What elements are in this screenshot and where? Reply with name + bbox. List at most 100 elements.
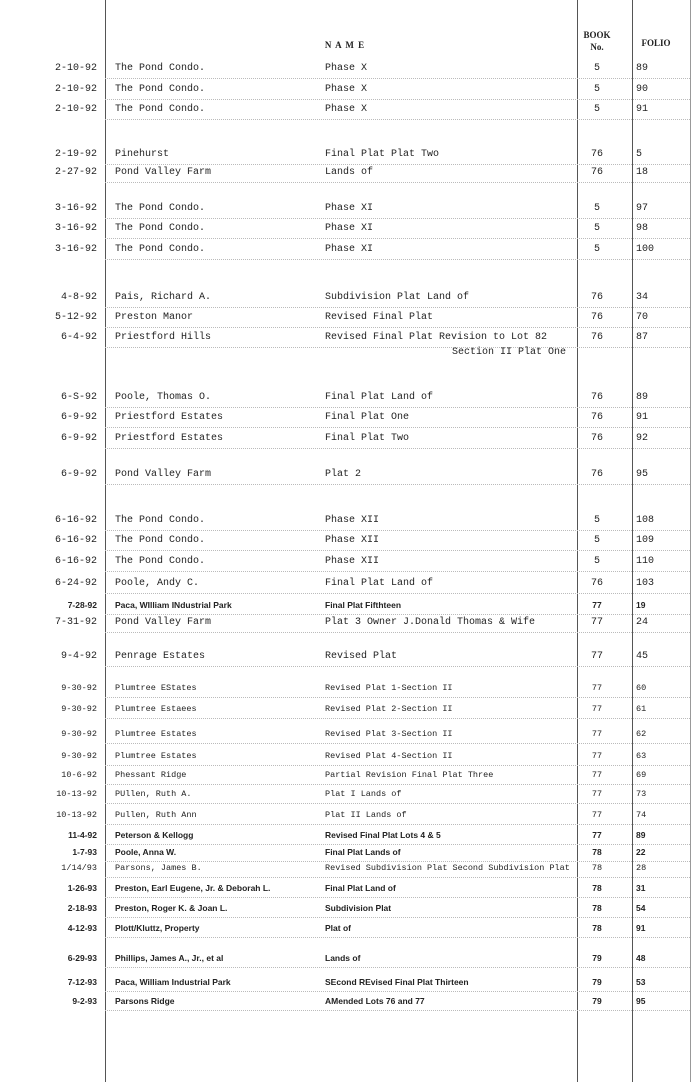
- row-name: Priestford Hills: [115, 332, 212, 343]
- row-book: 77: [591, 810, 603, 820]
- row-folio: 91: [636, 104, 649, 115]
- row-name: Parsons Ridge: [115, 996, 175, 1006]
- row-desc: Plat II Lands of: [325, 810, 407, 820]
- row-desc: Phase X: [325, 104, 368, 115]
- row-folio: 90: [636, 84, 649, 95]
- row-rule: [105, 803, 690, 804]
- row-date: 2-27-92: [54, 167, 97, 178]
- row-book: 5: [593, 63, 600, 74]
- row-book: 76: [590, 149, 603, 160]
- row-book: 77: [592, 600, 602, 610]
- row-name: Pinehurst: [115, 149, 170, 160]
- row-folio: 109: [636, 535, 655, 546]
- row-folio: 110: [636, 556, 655, 567]
- row-rule: [105, 530, 690, 531]
- row-desc: Phase X: [325, 63, 368, 74]
- row-name: Pais, Richard A.: [115, 292, 212, 303]
- row-desc: Phase XI: [325, 203, 374, 214]
- row-rule: [105, 347, 690, 348]
- row-name: Plumtree Estates: [115, 751, 197, 761]
- row-book: 5: [593, 535, 600, 546]
- row-folio: 89: [636, 63, 649, 74]
- row-date: 6-16-92: [54, 535, 97, 546]
- row-folio: 5: [636, 149, 643, 160]
- row-date: 9-30-92: [61, 751, 97, 761]
- row-date: 2-10-92: [54, 63, 97, 74]
- row-book: 76: [590, 312, 603, 323]
- row-name: Plott/Kluttz, Property: [115, 923, 200, 933]
- row-folio: 89: [636, 830, 646, 840]
- row-desc: Final Plat Lands of: [325, 847, 401, 857]
- row-name: Poole, Anna W.: [115, 847, 177, 857]
- row-folio: 19: [636, 600, 646, 610]
- row-folio: 24: [636, 617, 649, 628]
- row-folio: 61: [636, 704, 647, 714]
- row-date: 4-12-93: [67, 923, 97, 933]
- book-no-header: No.: [590, 42, 604, 52]
- row-date: 2-18-93: [67, 903, 97, 913]
- row-folio: 97: [636, 203, 649, 214]
- row-name: The Pond Condo.: [115, 223, 206, 234]
- row-desc: Phase XI: [325, 223, 374, 234]
- row-date: 7-12-93: [67, 977, 97, 987]
- row-desc: Plat 3 Owner J.Donald Thomas & Wife: [325, 617, 536, 628]
- row-desc: Revised Subdivision Plat Second Subdivis…: [325, 863, 570, 873]
- row-folio: 100: [636, 244, 655, 255]
- row-book: 76: [590, 578, 603, 589]
- row-book: 5: [593, 556, 600, 567]
- row-rule: [105, 427, 690, 428]
- row-rule: [105, 593, 690, 594]
- row-book: 76: [590, 167, 603, 178]
- row-name: Pond Valley Farm: [115, 617, 212, 628]
- row-date: 11-4-92: [68, 830, 97, 840]
- row-date: 9-30-92: [61, 729, 97, 739]
- row-name: Phillips, James A., Jr., et al: [115, 953, 224, 963]
- column-divider: [577, 0, 578, 1082]
- row-folio: 103: [636, 578, 655, 589]
- row-rule: [105, 484, 690, 485]
- row-book: 77: [591, 789, 603, 799]
- row-date: 1-26-93: [67, 883, 97, 893]
- column-divider: [690, 0, 691, 1082]
- row-book: 5: [593, 244, 600, 255]
- row-name: Pullen, Ruth Ann: [115, 810, 197, 820]
- row-rule: [105, 824, 690, 825]
- row-name: Phessant Ridge: [115, 770, 187, 780]
- row-desc: Lands of: [325, 953, 361, 963]
- row-rule: [105, 614, 690, 615]
- row-date: 6-9-92: [60, 412, 97, 423]
- row-name: The Pond Condo.: [115, 556, 206, 567]
- row-date: 7-31-92: [54, 617, 97, 628]
- row-book: 5: [593, 223, 600, 234]
- row-desc: Phase XII: [325, 556, 380, 567]
- row-rule: [105, 1010, 690, 1011]
- row-date: 7-28-92: [67, 600, 97, 610]
- row-rule: [105, 448, 690, 449]
- row-name: Plumtree Estaees: [115, 704, 197, 714]
- row-desc-continued: Section II Plat One: [452, 347, 567, 358]
- row-name: Plumtree Estates: [115, 729, 197, 739]
- row-name: Pond Valley Farm: [115, 469, 212, 480]
- row-desc: Final Plat Fifthteen: [325, 600, 402, 610]
- row-desc: Revised Plat 1-Section II: [325, 683, 453, 693]
- row-book: 79: [592, 996, 602, 1006]
- row-book: 76: [590, 469, 603, 480]
- row-folio: 89: [636, 392, 649, 403]
- row-name: Priestford Estates: [115, 412, 224, 423]
- row-rule: [105, 697, 690, 698]
- row-desc: Revised Final Plat Lots 4 & 5: [325, 830, 441, 840]
- row-date: 9-4-92: [60, 651, 97, 662]
- row-date: 6-29-93: [67, 953, 97, 963]
- row-desc: Final Plat One: [325, 412, 410, 423]
- row-name: Pond Valley Farm: [115, 167, 212, 178]
- row-book: 77: [591, 729, 603, 739]
- row-rule: [105, 218, 690, 219]
- row-date: 6-S-92: [60, 392, 97, 403]
- row-desc: Revised Plat: [325, 651, 398, 662]
- row-folio: 70: [636, 312, 649, 323]
- row-rule: [105, 967, 690, 968]
- row-name: Paca, William Industrial Park: [115, 977, 231, 987]
- row-folio: 54: [636, 903, 646, 913]
- row-rule: [105, 550, 690, 551]
